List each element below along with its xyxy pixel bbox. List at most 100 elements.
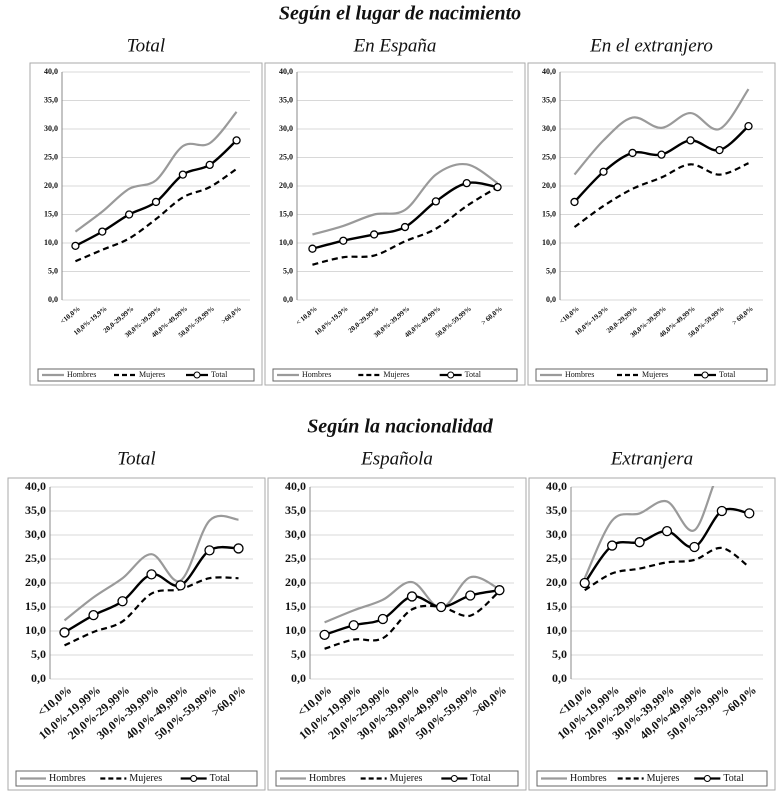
y-tick-label: 35,0 bbox=[279, 95, 293, 104]
plot bbox=[570, 88, 753, 228]
y-tick-label: 0,0 bbox=[291, 671, 306, 685]
point-marker bbox=[744, 122, 753, 131]
point-marker bbox=[657, 150, 666, 159]
legend-label: Mujeres bbox=[383, 370, 409, 379]
series-line bbox=[312, 162, 499, 236]
point-marker bbox=[493, 182, 502, 192]
plot bbox=[319, 575, 505, 650]
y-tick-label: 0,0 bbox=[48, 295, 58, 304]
point-marker bbox=[232, 136, 241, 145]
y-tick-label: 30,0 bbox=[546, 527, 567, 541]
legend-label: Total bbox=[210, 773, 231, 784]
point-marker bbox=[579, 577, 590, 589]
y-tick-label: 0,0 bbox=[546, 295, 556, 304]
point-marker bbox=[606, 540, 618, 551]
panel-frame bbox=[264, 62, 526, 386]
panel-frame bbox=[29, 62, 263, 386]
legend-label: Mujeres bbox=[390, 773, 423, 784]
point-marker bbox=[59, 627, 70, 638]
y-tick-label: 30,0 bbox=[279, 124, 293, 133]
y-tick-label: 30,0 bbox=[44, 124, 58, 133]
point-marker bbox=[715, 145, 724, 155]
y-tick-label: 40,0 bbox=[285, 479, 306, 493]
section-heading: Según la nacionalidad bbox=[307, 416, 494, 438]
series-line bbox=[64, 576, 239, 647]
y-tick-label: 10,0 bbox=[44, 238, 58, 247]
legend-box bbox=[37, 368, 255, 382]
legend-box bbox=[536, 770, 768, 787]
point-marker bbox=[98, 227, 107, 236]
plot bbox=[71, 111, 241, 263]
legend-label: Total bbox=[723, 773, 744, 784]
y-tick-label: 10,0 bbox=[279, 238, 293, 247]
legend-label: Total bbox=[470, 773, 491, 784]
legend-label: Hombres bbox=[309, 773, 346, 784]
x-tick-label: 10,0%-19,9% bbox=[313, 305, 349, 337]
y-tick-label: 35,0 bbox=[546, 503, 567, 517]
y-tick-label: 40,0 bbox=[542, 67, 556, 76]
point-marker bbox=[71, 241, 80, 251]
point-marker bbox=[146, 569, 157, 580]
y-tick-label: 40,0 bbox=[25, 479, 46, 493]
y-tick-label: 25,0 bbox=[25, 551, 46, 565]
legend-box bbox=[15, 770, 258, 787]
y-tick-label: 40,0 bbox=[546, 479, 567, 493]
y-tick-label: 10,0 bbox=[546, 623, 567, 637]
legend-marker bbox=[447, 371, 455, 379]
y-tick-label: 5,0 bbox=[552, 647, 567, 661]
legend-marker bbox=[193, 371, 201, 379]
y-tick-label: 15,0 bbox=[546, 599, 567, 613]
point-marker bbox=[599, 167, 608, 176]
section-heading: Según el lugar de nacimiento bbox=[279, 3, 521, 25]
y-tick-label: 35,0 bbox=[25, 503, 46, 517]
point-marker bbox=[175, 580, 186, 591]
legend-label: Hombres bbox=[565, 370, 594, 379]
point-marker bbox=[233, 543, 244, 554]
panel-title: En España bbox=[353, 35, 437, 56]
y-tick-label: 10,0 bbox=[542, 238, 556, 247]
y-tick-label: 30,0 bbox=[25, 527, 46, 541]
point-marker bbox=[205, 160, 214, 170]
point-marker bbox=[570, 197, 579, 207]
legend-label: Total bbox=[719, 370, 736, 379]
legend-box bbox=[275, 770, 519, 787]
panel-title: Total bbox=[117, 448, 155, 469]
y-tick-label: 25,0 bbox=[44, 152, 58, 161]
y-tick-label: 5,0 bbox=[48, 266, 58, 275]
point-marker bbox=[494, 585, 505, 596]
panel-title: Española bbox=[360, 448, 433, 469]
point-marker bbox=[369, 230, 379, 239]
series-line bbox=[74, 111, 238, 233]
series-line bbox=[324, 575, 500, 624]
point-marker bbox=[406, 591, 418, 602]
point-marker bbox=[686, 136, 695, 145]
legend-label: Hombres bbox=[67, 370, 96, 379]
y-tick-label: 5,0 bbox=[546, 266, 556, 275]
point-marker bbox=[462, 178, 471, 188]
point-marker bbox=[716, 505, 728, 517]
panel-frame bbox=[7, 477, 266, 791]
series-line bbox=[312, 186, 499, 266]
series-line bbox=[573, 162, 749, 228]
legend-label: Hombres bbox=[49, 773, 86, 784]
panel-title: Extranjera bbox=[610, 448, 693, 469]
point-marker bbox=[634, 537, 645, 548]
legend-marker bbox=[703, 775, 711, 782]
y-tick-label: 15,0 bbox=[25, 599, 46, 613]
x-tick-label: > 60,0% bbox=[731, 305, 755, 327]
y-tick-label: 40,0 bbox=[44, 67, 58, 76]
point-marker bbox=[88, 610, 99, 621]
point-marker bbox=[124, 210, 134, 219]
legend-label: Hombres bbox=[570, 773, 607, 784]
x-tick-label: < 10,0% bbox=[294, 305, 318, 327]
y-tick-label: 30,0 bbox=[285, 527, 306, 541]
legend-label: Mujeres bbox=[642, 370, 668, 379]
y-tick-label: 10,0 bbox=[25, 623, 46, 637]
y-tick-label: 25,0 bbox=[546, 551, 567, 565]
y-tick-label: 15,0 bbox=[542, 209, 556, 218]
panel-frame bbox=[527, 62, 776, 386]
series-line bbox=[63, 514, 239, 622]
x-tick-label: <10,0% bbox=[59, 305, 82, 326]
x-tick-label: >60,0% bbox=[220, 305, 243, 326]
